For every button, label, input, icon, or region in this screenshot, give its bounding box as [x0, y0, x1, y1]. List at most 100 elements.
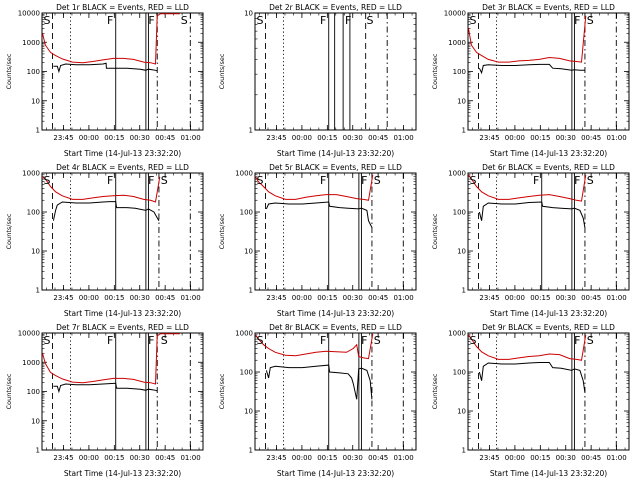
x-axis-label: Start Time (14-Jul-13 23:32:20) — [64, 309, 181, 318]
event-marker-s: S — [470, 14, 477, 27]
y-tick-label: 1000 — [235, 330, 253, 338]
x-tick-label: 00:30 — [130, 294, 150, 302]
x-tick-label: 00:30 — [556, 134, 576, 142]
x-tick-label: 00:45 — [581, 454, 601, 462]
event-marker-f: F — [320, 14, 326, 27]
y-tick-label: 1 — [36, 447, 40, 455]
y-tick-label: 10 — [457, 248, 466, 256]
y-tick-label: 100 — [27, 388, 40, 396]
x-tick-label: 00:30 — [556, 294, 576, 302]
plot-frame — [254, 332, 417, 451]
y-tick-label: 100 — [27, 209, 40, 217]
x-axis-label: Start Time (14-Jul-13 23:32:20) — [490, 309, 607, 318]
x-tick-label: 00:15 — [104, 454, 124, 462]
y-tick-label: 100 — [240, 209, 253, 217]
x-tick-label: 23:45 — [266, 454, 286, 462]
x-tick-label: 01:00 — [180, 294, 200, 302]
y-tick-label: 1000 — [448, 330, 466, 338]
x-tick-label: 00:15 — [530, 294, 550, 302]
panel-7: Det 7r BLACK = Events, RED = LLD Counts/s… — [5, 323, 204, 478]
y-tick-label: 1000 — [235, 170, 253, 178]
x-tick-label: 01:00 — [606, 134, 626, 142]
event-marker-s: S — [587, 174, 594, 187]
y-tick-label: 100 — [453, 369, 466, 377]
series-line-lld — [42, 176, 161, 203]
x-tick-label: 00:30 — [343, 134, 363, 142]
x-tick-label: 00:45 — [155, 294, 175, 302]
event-marker-f: F — [107, 334, 113, 347]
event-marker-s: S — [257, 174, 264, 187]
event-marker-f: F — [320, 334, 326, 347]
event-marker-s: S — [161, 334, 168, 347]
y-tick-label: 100 — [27, 68, 40, 76]
series-line-lld — [42, 333, 180, 385]
x-tick-label: 00:00 — [79, 134, 99, 142]
y-tick-label: 10000 — [18, 330, 40, 338]
plot-frame — [467, 12, 630, 131]
plot-title: Det 8r BLACK = Events, RED = LLD — [269, 323, 402, 332]
x-tick-label: 00:30 — [343, 294, 363, 302]
plot-frame — [41, 12, 204, 131]
event-marker-f: F — [361, 334, 367, 347]
series-line-lld — [255, 333, 374, 360]
x-tick-label: 23:45 — [53, 454, 73, 462]
x-tick-label: 00:15 — [104, 134, 124, 142]
x-tick-label: 00:45 — [581, 134, 601, 142]
event-marker-f: F — [533, 174, 539, 187]
plot-title: Det 7r BLACK = Events, RED = LLD — [56, 323, 189, 332]
x-tick-label: 23:45 — [53, 294, 73, 302]
y-axis-label: Counts/sec — [431, 213, 439, 249]
event-marker-f: F — [148, 174, 154, 187]
x-tick-label: 23:45 — [266, 294, 286, 302]
panel-3: Det 3r BLACK = Events, RED = LLD Counts/s… — [431, 3, 630, 158]
x-tick-label: 00:00 — [505, 134, 525, 142]
event-marker-f: F — [107, 174, 113, 187]
event-marker-f: F — [148, 334, 154, 347]
x-tick-label: 01:00 — [180, 134, 200, 142]
x-tick-label: 01:00 — [180, 454, 200, 462]
series-line-events — [478, 362, 586, 393]
x-axis-label: Start Time (14-Jul-13 23:32:20) — [64, 469, 181, 478]
y-tick-label: 1 — [462, 127, 466, 135]
y-tick-label: 10 — [457, 97, 466, 105]
y-tick-label: 1 — [249, 447, 253, 455]
event-marker-s: S — [470, 174, 477, 187]
x-tick-label: 00:00 — [292, 134, 312, 142]
x-tick-label: 01:00 — [606, 454, 626, 462]
panel-1: Det 1r BLACK = Events, RED = LLD Counts/s… — [5, 3, 204, 158]
series-line-events — [265, 201, 373, 228]
series-line-events — [53, 62, 158, 74]
x-tick-label: 00:00 — [505, 454, 525, 462]
x-tick-label: 00:15 — [104, 294, 124, 302]
panel-6: Det 6r BLACK = Events, RED = LLD Counts/s… — [431, 163, 630, 318]
y-tick-label: 10 — [244, 408, 253, 416]
series-line-events — [478, 63, 585, 75]
y-tick-label: 1 — [249, 287, 253, 295]
x-tick-label: 01:00 — [606, 294, 626, 302]
x-tick-label: 00:45 — [155, 454, 175, 462]
y-axis-label: Counts/sec — [218, 373, 226, 409]
event-marker-s: S — [587, 334, 594, 347]
event-marker-f: F — [320, 174, 326, 187]
x-tick-label: 00:45 — [368, 294, 388, 302]
y-axis-label: Counts/sec — [218, 53, 226, 89]
y-tick-label: 100 — [453, 209, 466, 217]
plot-title: Det 3r BLACK = Events, RED = LLD — [482, 3, 615, 12]
event-marker-f: F — [345, 14, 351, 27]
y-axis-label: Counts/sec — [5, 213, 13, 249]
y-tick-label: 1000 — [22, 39, 40, 47]
plot-frame — [41, 172, 204, 291]
event-marker-s: S — [587, 14, 594, 27]
y-tick-label: 1 — [36, 127, 40, 135]
x-tick-label: 00:15 — [317, 134, 337, 142]
y-axis-label: Counts/sec — [5, 53, 13, 89]
series-line-events — [478, 201, 586, 228]
event-marker-s: S — [181, 14, 188, 27]
y-tick-label: 1 — [462, 287, 466, 295]
plot-frame — [467, 332, 630, 451]
x-axis-label: Start Time (14-Jul-13 23:32:20) — [277, 469, 394, 478]
event-marker-s: S — [161, 174, 168, 187]
y-tick-label: 1 — [36, 287, 40, 295]
y-tick-label: 1000 — [448, 39, 466, 47]
